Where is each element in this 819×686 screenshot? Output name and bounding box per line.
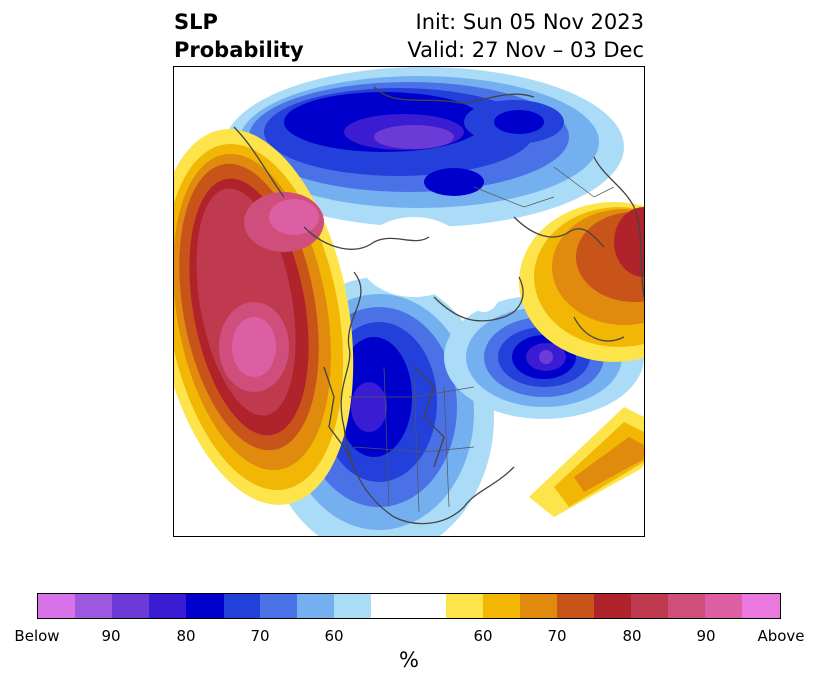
colorbar-tick-label: 70 bbox=[250, 627, 270, 645]
colorbar-tick-label: 90 bbox=[696, 627, 716, 645]
colorbar-swatch bbox=[742, 594, 781, 618]
colorbar-swatch bbox=[334, 594, 372, 618]
title-slp: SLP bbox=[174, 10, 218, 34]
map-svg bbox=[174, 67, 644, 536]
coastlines bbox=[233, 86, 644, 525]
init-date: Init: Sun 05 Nov 2023 bbox=[415, 10, 644, 34]
colorbar-swatch bbox=[705, 594, 743, 618]
colorbar-swatch bbox=[260, 594, 298, 618]
colorbar-swatch bbox=[593, 594, 632, 618]
colorbar-swatch bbox=[111, 594, 149, 618]
valid-range: Valid: 27 Nov – 03 Dec bbox=[407, 38, 644, 62]
below-normal-north-america bbox=[264, 277, 494, 536]
colorbar-swatch bbox=[297, 594, 335, 618]
colorbar bbox=[37, 593, 781, 619]
colorbar-tick-label: 90 bbox=[101, 627, 121, 645]
colorbar-swatch bbox=[223, 594, 261, 618]
colorbar-tick-label: 60 bbox=[324, 627, 344, 645]
above-normal-subtropical-atlantic bbox=[529, 407, 644, 517]
colorbar-unit-label: % bbox=[399, 648, 419, 672]
colorbar-tick-label: 60 bbox=[473, 627, 493, 645]
colorbar-swatch bbox=[482, 594, 520, 618]
colorbar-swatch bbox=[185, 594, 224, 618]
title-probability: Probability bbox=[174, 38, 304, 62]
colorbar-swatch bbox=[74, 594, 112, 618]
colorbar-swatch bbox=[148, 594, 186, 618]
colorbar-swatch bbox=[371, 594, 446, 618]
probability-map bbox=[173, 66, 645, 537]
colorbar-swatch bbox=[445, 594, 483, 618]
colorbar-swatch bbox=[668, 594, 706, 618]
colorbar-tick-label: Below bbox=[14, 627, 60, 645]
title-left: SLP Probability bbox=[174, 8, 304, 64]
colorbar-tick-label: 80 bbox=[176, 627, 196, 645]
colorbar-swatch bbox=[631, 594, 669, 618]
borders bbox=[349, 166, 615, 513]
above-normal-north-atlantic bbox=[519, 202, 644, 362]
colorbar-swatch bbox=[519, 594, 557, 618]
above-normal-north-pacific bbox=[174, 129, 354, 505]
colorbar-swatch bbox=[556, 594, 594, 618]
colorbar-swatch bbox=[38, 594, 75, 618]
colorbar-tick-label: 70 bbox=[547, 627, 567, 645]
colorbar-tick-label: Above bbox=[757, 627, 805, 645]
title-right: Init: Sun 05 Nov 2023 Valid: 27 Nov – 03… bbox=[407, 8, 644, 64]
colorbar-tick-label: 80 bbox=[622, 627, 642, 645]
below-normal-arctic-siberia bbox=[224, 67, 624, 227]
